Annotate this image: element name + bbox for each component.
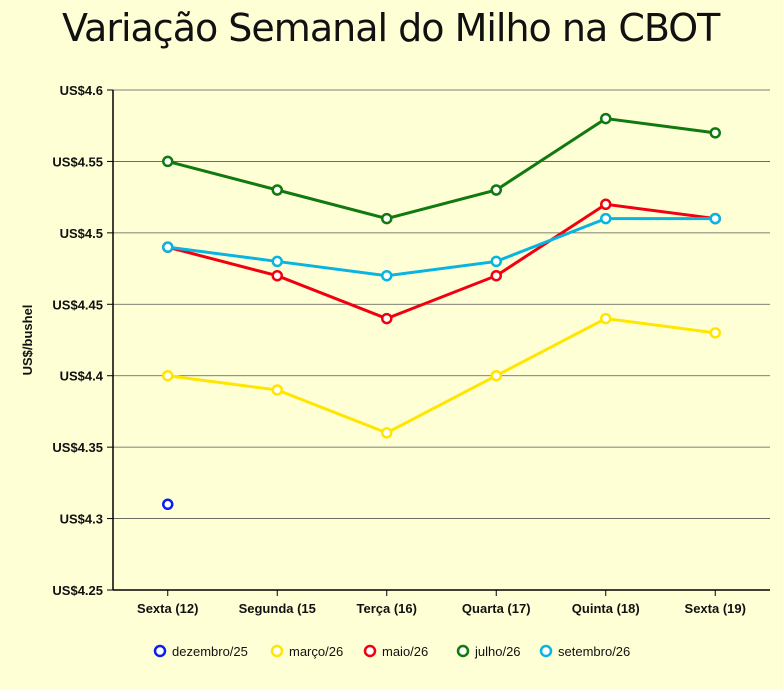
y-tick-label: US$4.45: [52, 297, 103, 312]
y-tick-label: US$4.3: [60, 512, 103, 527]
data-point: [709, 327, 721, 339]
x-tick-label: Sexta (19): [685, 601, 746, 616]
data-point: [381, 212, 393, 225]
legend-label: março/26: [289, 644, 343, 659]
data-point: [600, 312, 612, 325]
legend-marker: [363, 644, 377, 658]
y-tick-label: US$4.6: [60, 83, 103, 98]
data-point: [490, 184, 502, 196]
data-point: [162, 498, 174, 511]
data-point: [490, 255, 502, 268]
legend-label: julho/26: [474, 644, 521, 659]
legend-label: dezembro/25: [172, 644, 248, 659]
data-point: [271, 384, 283, 396]
y-tick-label: US$4.35: [52, 440, 103, 455]
data-point: [381, 312, 393, 325]
y-tick-label: US$4.4: [60, 369, 104, 384]
legend-marker: [153, 644, 167, 658]
data-point: [271, 255, 283, 268]
y-tick-label: US$4.5: [60, 226, 103, 241]
y-tick-label: US$4.25: [52, 583, 103, 598]
data-point: [271, 184, 283, 196]
data-point: [709, 212, 721, 225]
data-point: [162, 155, 174, 168]
legend-marker: [270, 644, 284, 658]
x-tick-label: Quarta (17): [462, 601, 531, 616]
legend-label: maio/26: [382, 644, 428, 659]
x-tick-label: Segunda (15: [239, 601, 316, 616]
data-point: [271, 269, 283, 282]
x-tick-label: Sexta (12): [137, 601, 198, 616]
data-point: [600, 212, 612, 225]
x-tick-label: Quinta (18): [572, 601, 640, 616]
data-point: [600, 112, 612, 125]
data-point: [381, 427, 393, 439]
data-point: [709, 127, 721, 139]
chart-title: Variação Semanal do Milho na CBOT: [62, 6, 720, 50]
x-tick-label: Terça (16): [357, 601, 417, 616]
series-line: [167, 217, 716, 278]
data-point: [600, 198, 612, 211]
legend-marker: [539, 644, 553, 658]
data-point: [490, 369, 502, 382]
data-point: [162, 241, 174, 253]
data-point: [162, 369, 174, 382]
data-point: [381, 269, 393, 282]
y-tick-label: US$4.55: [52, 154, 103, 169]
y-axis-label: US$/bushel: [20, 305, 35, 376]
series-line: [167, 317, 716, 435]
series-line: [167, 117, 716, 221]
legend-marker: [456, 644, 470, 658]
data-point: [490, 269, 502, 282]
legend-label: setembro/26: [558, 644, 630, 659]
series-line: [167, 202, 716, 321]
